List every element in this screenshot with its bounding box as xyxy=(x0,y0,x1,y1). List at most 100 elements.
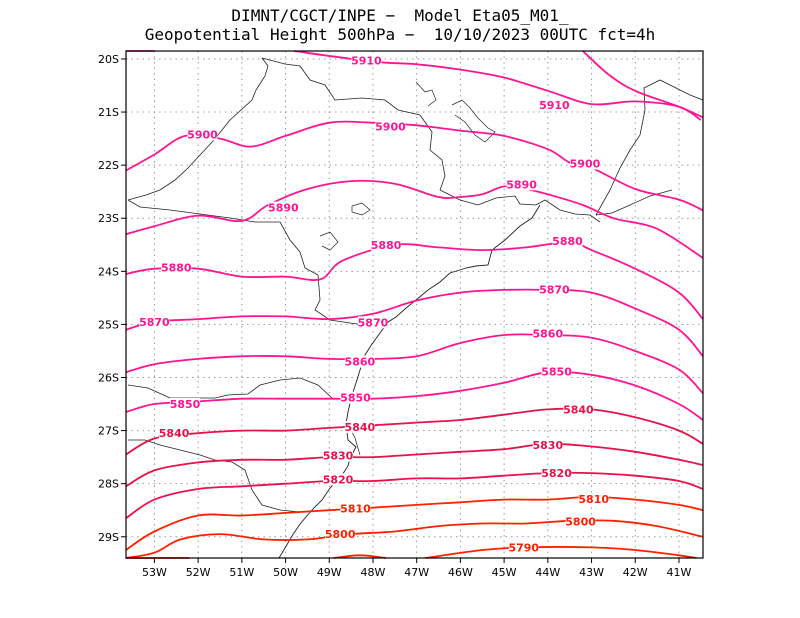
x-tick-label: 44W xyxy=(535,566,560,579)
contour-label: 5800 xyxy=(325,528,356,541)
contour-label: 5890 xyxy=(268,202,299,215)
contour-label: 5860 xyxy=(345,356,376,369)
x-tick-label: 42W xyxy=(623,566,648,579)
contour-label: 5840 xyxy=(159,427,190,440)
contour-label-background xyxy=(268,201,299,214)
x-tick-label: 47W xyxy=(404,566,429,579)
contour-label: 5900 xyxy=(375,120,406,133)
contour-label-background xyxy=(344,420,375,433)
x-tick-label: 53W xyxy=(142,566,167,579)
contour-label-background xyxy=(541,365,572,378)
contour-line-5850 xyxy=(125,370,704,421)
contour-line-5890 xyxy=(125,179,704,259)
contour-line-5910 xyxy=(294,50,702,121)
contour-label: 5800 xyxy=(565,515,596,528)
contour-line-5800 xyxy=(125,519,704,559)
y-tick-label: 26S xyxy=(98,371,119,384)
contour-label: 5850 xyxy=(170,398,201,411)
contour-label-background xyxy=(539,283,570,296)
contour-label-background xyxy=(340,391,371,404)
contour-line-5880 xyxy=(125,241,704,320)
contour-label: 5900 xyxy=(187,128,218,141)
contour-label-background xyxy=(563,403,594,416)
contour-label-background xyxy=(159,427,190,440)
contour-label: 5850 xyxy=(541,366,572,379)
contour-line-5910 xyxy=(582,50,704,119)
contour-label-background xyxy=(161,261,192,274)
contour-label: 5870 xyxy=(358,316,389,329)
contour-label-background xyxy=(552,235,583,248)
contour-label: 5880 xyxy=(552,235,583,248)
contour-label: 5910 xyxy=(351,55,382,68)
contour-line-5840 xyxy=(125,407,704,456)
contour-label: 5790 xyxy=(508,541,539,554)
contour-label: 5810 xyxy=(340,503,371,516)
contour-label: 5890 xyxy=(506,178,537,191)
contour-label: 5830 xyxy=(533,439,564,452)
x-axis: 53W 52W 51W 50W 49W 48W 47W 46W 45W 44W 43W 42W 41W xyxy=(142,558,692,579)
chart-title-line1: DIMNT/CGCT/INPE − Model Eta05_M01_ xyxy=(231,6,569,25)
contour-label: 5900 xyxy=(570,158,601,171)
contour-line-5810 xyxy=(125,496,704,551)
y-tick-label: 25S xyxy=(98,318,119,331)
contour-line-5830 xyxy=(125,442,704,488)
contour-label-background xyxy=(323,449,354,462)
x-tick-label: 49W xyxy=(317,566,342,579)
contour-label-background xyxy=(340,502,371,515)
contour-labels: 5910 5910 5900 5900 5900 5890 5890 5880 5880 5880… xyxy=(139,54,609,554)
contour-label-background xyxy=(532,327,563,340)
contour-label-background xyxy=(357,316,388,329)
contour-label-background xyxy=(344,355,375,368)
y-tick-label: 22S xyxy=(98,159,119,172)
contour-label-background xyxy=(569,157,600,170)
contour-label-background xyxy=(506,178,537,191)
y-tick-label: 20S xyxy=(98,53,119,66)
contour-label-background xyxy=(371,238,402,251)
x-tick-label: 50W xyxy=(273,566,298,579)
contour-label: 5860 xyxy=(533,327,564,340)
y-tick-label: 29S xyxy=(98,531,119,544)
y-tick-label: 23S xyxy=(98,212,119,225)
x-tick-label: 46W xyxy=(448,566,473,579)
contour-label-background xyxy=(541,467,572,480)
y-tick-label: 28S xyxy=(98,478,119,491)
contour-label: 5810 xyxy=(578,493,609,506)
contour-label-background xyxy=(539,99,570,112)
contour-lines xyxy=(125,50,704,559)
y-axis: 20S 21S 22S 23S 24S 25S 26S 27S 28S 29S xyxy=(98,53,126,544)
contour-line-5860 xyxy=(125,333,704,395)
y-tick-label: 24S xyxy=(98,265,119,278)
contour-line-5790 xyxy=(425,546,697,559)
y-tick-label: 21S xyxy=(98,106,119,119)
contour-label: 5840 xyxy=(563,403,594,416)
contour-line-5870 xyxy=(125,288,704,357)
contour-label: 5820 xyxy=(323,473,354,486)
x-tick-label: 48W xyxy=(361,566,386,579)
plot-frame xyxy=(125,50,704,559)
contour-line-5790 xyxy=(333,554,387,559)
contour-label-background xyxy=(532,438,563,451)
grid-lines xyxy=(126,51,703,558)
contour-label-background xyxy=(325,528,356,541)
contour-label-background xyxy=(351,54,382,67)
contour-label: 5830 xyxy=(323,450,354,463)
contour-label: 5880 xyxy=(161,262,192,275)
contour-label-background xyxy=(565,515,596,528)
contour-label: 5870 xyxy=(539,283,570,296)
contour-label: 5840 xyxy=(345,421,376,434)
x-tick-label: 41W xyxy=(667,566,692,579)
contour-label: 5870 xyxy=(139,316,170,329)
contour-label: 5910 xyxy=(539,99,570,112)
contour-label-background xyxy=(578,493,609,506)
contour-label-background xyxy=(508,541,539,554)
x-tick-label: 52W xyxy=(186,566,211,579)
x-tick-label: 51W xyxy=(229,566,254,579)
contour-label-background xyxy=(375,120,406,133)
x-tick-label: 43W xyxy=(579,566,604,579)
contour-label-background xyxy=(187,128,218,141)
x-tick-label: 45W xyxy=(492,566,517,579)
contour-label-background xyxy=(323,473,354,486)
contour-label-background xyxy=(139,315,170,328)
contour-label-background xyxy=(170,398,201,411)
